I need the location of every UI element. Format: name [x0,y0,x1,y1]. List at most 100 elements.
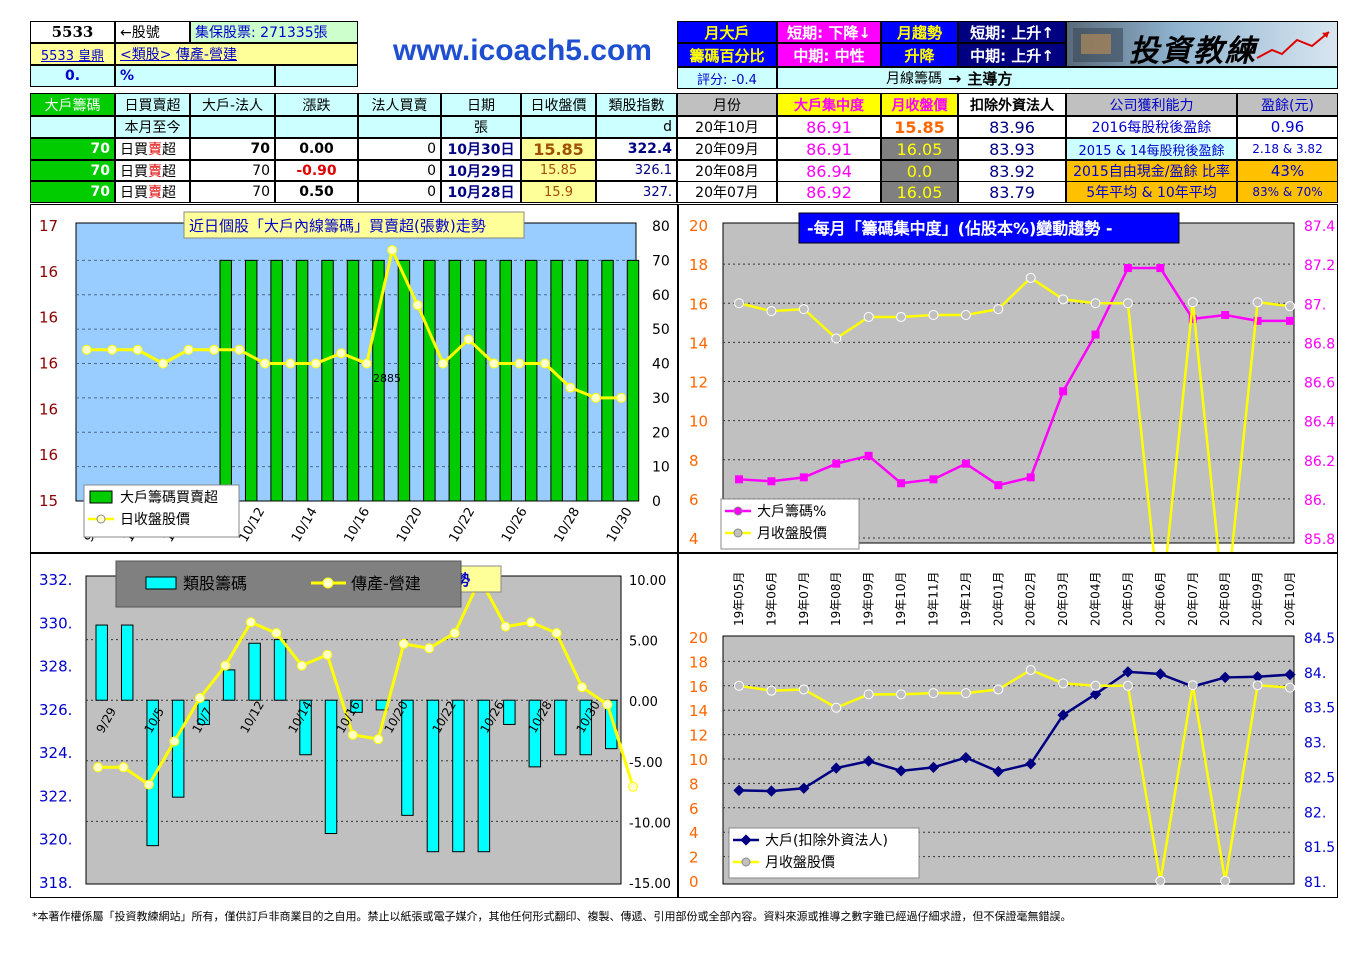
sector-link[interactable]: <類股> 傳產-營建 [115,43,358,65]
y-tick-label-left: 17 [39,217,58,235]
chart3-panel: 332. 330. 328. 326. 324. 322. 320. 318. 10.00 5.0… [30,553,678,898]
monthly-trend-title: 月趨勢 [881,21,958,43]
buy-sell-label-part: 賣 [148,142,162,158]
monthly-big-title: 月大戶 [677,21,777,43]
close-value: 15.85 [521,138,596,160]
y-tick-label-left: 4 [689,530,699,548]
buy-sell-label-part: 超 [162,142,176,158]
y-tick-label-left: 324. [39,744,72,762]
data-point [798,304,809,315]
bar [372,259,385,502]
y-tick-label-right: 60 [652,288,670,304]
data-point [832,459,841,468]
bar [448,259,462,502]
change-value: -0.90 [275,160,358,181]
data-point [960,751,972,764]
data-point [322,649,333,660]
close-value: 15.9 [521,181,596,203]
y-tick-label-right: 87.2 [1304,258,1335,274]
legend-marker [96,514,106,524]
short-term-down: 短期: 下降↓ [777,21,881,43]
monthly-column-header: 月收盤價 [881,93,958,116]
bar [120,624,134,701]
legend-label: 大戶籌碼% [757,504,826,520]
data-point [81,344,92,355]
monthly-chip-label: 月線籌碼 [886,71,942,87]
big-holder-value: 70 [30,138,115,160]
y-tick-label-left: 16 [39,263,58,281]
y-tick-label-left: 20 [689,217,708,235]
y-tick-label-right: -10.00 [629,816,671,831]
net-value: 70 [190,181,275,203]
arrow-right-icon: → [948,68,962,88]
short-term-up: 短期: 上升↑ [958,21,1066,43]
series-line [98,575,635,788]
plot-area [722,222,1295,544]
data-point [449,628,460,639]
monthly-column-header: 公司獲利能力 [1066,93,1237,116]
mid-term-up: 中期: 上升↑ [958,43,1066,67]
data-point [1123,264,1132,273]
logo[interactable]: 投資教練 [1066,21,1338,69]
stock-name[interactable]: 5533 皇鼎 [30,43,115,65]
y-tick-label-left: 20 [689,629,708,647]
series-line-close [738,276,1291,617]
data-point [1091,330,1100,339]
chart-title: -每月「籌碼集中度」(佔股本%)變動趨勢 - [807,219,1113,238]
series-line-close [738,668,1291,882]
close-value: 15.85 [521,160,596,181]
title-box [798,212,1180,244]
mtd-cell: 張 [441,116,521,138]
index-value: 326.1 [596,160,677,181]
data-point [539,358,550,369]
data-point [347,729,358,740]
data-point [1089,688,1102,700]
profitability-label: 2015 & 14每股稅後盈餘 [1066,138,1237,160]
data-point [1122,666,1134,678]
bar [550,259,563,502]
bar [321,259,334,502]
buy-sell-label-part: 日買 [120,163,148,180]
y-tick-label-left: 320. [39,831,72,849]
legend-label: 月收盤股價 [757,525,827,542]
data-point [194,693,205,704]
y-tick-label-left: 16 [689,678,708,696]
website-link[interactable]: www.icoach5.com [393,34,652,67]
data-point [209,344,219,355]
data-point [896,689,907,700]
bar [397,259,411,502]
buy-sell-label: 日買賣超 [115,160,190,181]
data-point [158,358,169,369]
data-point [577,682,588,693]
concentration-value: 86.94 [777,160,881,182]
data-point [602,699,613,710]
data-point [336,348,347,359]
y-tick-label-left: 16 [689,295,708,313]
y-tick-label-right: 82. [1304,805,1326,821]
x-tick-label: 20年04月 [1089,571,1103,626]
y-tick-label-right: 70 [652,253,670,269]
data-point [863,689,874,700]
x-tick-label: 19年09月 [862,571,876,626]
series-line [86,245,622,400]
data-point [1122,298,1133,309]
x-tick-label: 20年03月 [1056,571,1070,626]
data-point [590,392,601,403]
y-tick-label-left: 8 [689,452,699,470]
ex-foreign-value: 83.92 [958,160,1066,182]
y-tick-label-right: 82.5 [1304,770,1335,786]
data-point [831,333,842,344]
date-value: 10月29日 [441,160,521,181]
x-tick-label: 10/26 [499,505,531,545]
mtd-cell [30,116,115,138]
index-value: 327. [596,181,677,203]
data-point [1285,301,1295,312]
data-point [259,358,270,369]
stock-code[interactable]: 5533 [30,21,115,43]
concentration-value: 86.92 [777,181,881,203]
pct-unit: % [115,65,275,87]
change-value: 0.00 [275,138,358,160]
x-tick-label: 20年05月 [1121,571,1135,626]
data-point [733,784,745,797]
buy-sell-label-part: 賣 [148,185,162,201]
